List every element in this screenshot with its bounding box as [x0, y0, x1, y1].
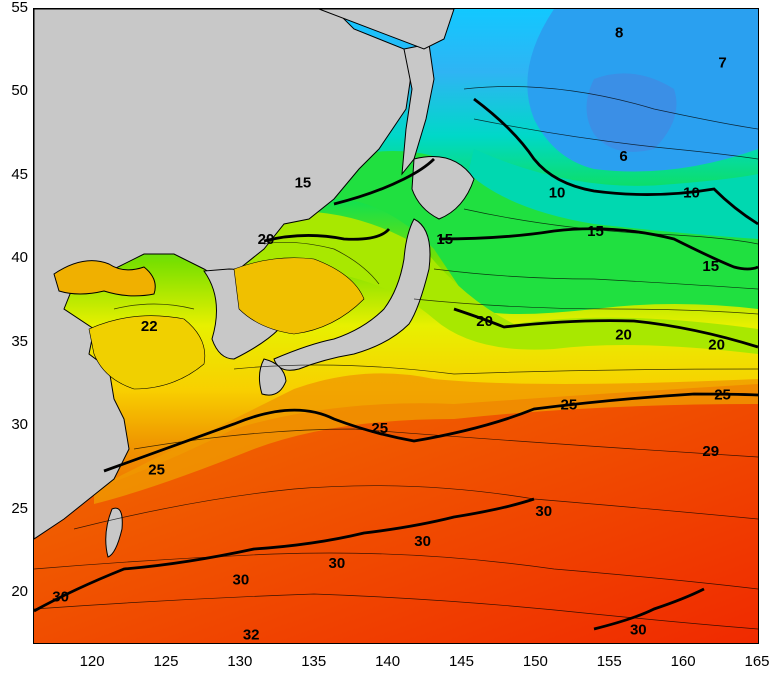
isotherm-15-west: [333, 158, 435, 206]
latitude-tick-label: 50: [11, 82, 28, 100]
contour-value-label: 22: [141, 318, 158, 335]
contour-value-label: 25: [561, 396, 578, 413]
contour-value-label: 30: [52, 588, 69, 605]
contour-value-label: 30: [535, 503, 552, 520]
sea-of-japan-warm: [233, 257, 365, 335]
kamchatka: [318, 9, 455, 50]
contour-value-label: 30: [329, 555, 346, 572]
contour-value-label: 25: [714, 386, 731, 403]
longitude-tick-label: 135: [301, 653, 327, 670]
cold-core: [586, 73, 677, 152]
latitude-tick-label: 55: [11, 0, 28, 16]
contour-value-label: 20: [258, 231, 275, 248]
isotherm-25: [103, 392, 758, 473]
longitude-tick-label: 140: [375, 653, 401, 670]
thin-contours: [34, 86, 758, 630]
contour-value-label: 15: [295, 175, 312, 192]
longitude-tick-label: 125: [153, 653, 179, 670]
isotherm-30-east: [593, 587, 705, 631]
latitude-tick-label: 40: [11, 249, 28, 267]
longitude-tick-label: 155: [596, 653, 622, 670]
sst-map-canvas: 8 7 6 15 10 10 20 15 15 15 22 20 20 20 25 25 25 25 29 30 30 3…: [34, 9, 758, 643]
kyushu: [258, 358, 287, 396]
isotherm-20-east: [453, 307, 758, 349]
longitude-tick-label: 145: [448, 653, 474, 670]
latitude-tick-label: 45: [11, 165, 28, 183]
contour-value-label: 6: [619, 148, 627, 165]
contour-value-label: 10: [549, 185, 566, 202]
sst-map: 8 7 6 15 10 10 20 15 15 15 22 20 20 20 25 25 25 25 29 30 30 3…: [33, 8, 759, 644]
hokkaido: [411, 156, 475, 220]
longitude-tick-label: 160: [670, 653, 696, 670]
latitude-tick-label: 30: [11, 416, 28, 434]
yellow-sea: [88, 315, 206, 390]
contour-value-label: 30: [233, 572, 250, 589]
contour-value-label: 30: [630, 622, 647, 639]
latitude-tick-label: 25: [11, 499, 28, 517]
contour-value-label: 7: [718, 54, 726, 71]
longitude-tick-label: 150: [522, 653, 548, 670]
lime-band: [234, 211, 758, 354]
isotherm-30: [34, 497, 535, 613]
contour-value-label: 10: [683, 185, 700, 202]
contour-value-label: 25: [371, 420, 388, 437]
longitude-tick-label: 130: [227, 653, 253, 670]
contour-value-label: 25: [148, 461, 165, 478]
latitude-tick-label: 35: [11, 332, 28, 350]
contour-value-label: 15: [436, 231, 453, 248]
orange-band: [94, 373, 758, 504]
contour-value-label: 32: [243, 627, 260, 643]
contour-value-label: 30: [414, 533, 431, 550]
contour-value-label: 20: [615, 326, 632, 343]
contour-value-label: 15: [702, 258, 719, 275]
contour-value-label: 15: [587, 223, 604, 240]
contour-value-label: 29: [702, 443, 719, 460]
isotherm-15-east: [438, 227, 758, 271]
latitude-tick-label: 20: [11, 582, 28, 600]
isotherm-10: [473, 97, 758, 226]
contour-value-label: 20: [708, 336, 725, 353]
isotherm-20: [263, 228, 391, 243]
honshu: [273, 218, 431, 371]
contour-value-label: 20: [476, 313, 493, 330]
longitude-tick-label: 120: [79, 653, 105, 670]
bold-isotherms: [34, 97, 758, 631]
contour-labels: 8 7 6 15 10 10 20 15 15 15 22 20 20 20 25 25 25 25 29 30 30 3…: [52, 24, 731, 643]
contour-value-label: 8: [615, 24, 623, 41]
bohai-sea: [53, 260, 156, 297]
longitude-tick-label: 165: [744, 653, 770, 670]
